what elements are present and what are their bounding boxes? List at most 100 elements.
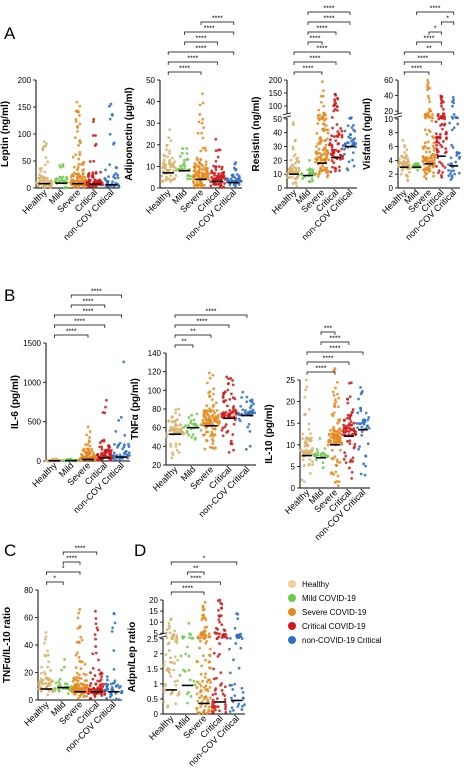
data-point — [97, 658, 100, 662]
data-point — [237, 702, 241, 706]
data-point — [334, 167, 338, 171]
data-point — [363, 418, 367, 422]
data-point — [160, 180, 163, 183]
data-point — [333, 430, 337, 434]
data-point — [232, 166, 236, 170]
significance-label: **** — [196, 46, 207, 53]
data-point — [79, 677, 83, 680]
data-point — [231, 433, 235, 436]
data-point — [188, 632, 191, 636]
significance-bracket — [170, 561, 238, 565]
y-tick-label: 50 — [146, 76, 155, 85]
data-point — [330, 448, 334, 452]
data-point — [192, 177, 196, 181]
axis-break — [159, 633, 167, 638]
data-point — [179, 654, 183, 658]
data-point — [432, 174, 435, 178]
data-point — [404, 154, 408, 158]
data-point — [78, 626, 82, 629]
data-point — [321, 128, 325, 132]
data-point — [200, 184, 204, 188]
data-point — [350, 477, 354, 480]
data-point — [187, 690, 191, 694]
data-point — [215, 637, 219, 641]
y-axis-label: Resistin (ng/ml) — [251, 96, 262, 171]
data-point — [314, 157, 318, 161]
data-point — [339, 432, 343, 436]
data-point — [46, 160, 50, 164]
data-point — [361, 421, 365, 424]
data-point — [199, 684, 203, 688]
data-point — [197, 120, 201, 124]
data-point — [454, 160, 458, 164]
data-point — [214, 137, 218, 141]
data-point — [447, 163, 450, 167]
data-point — [209, 184, 213, 188]
significance-bracket — [416, 41, 442, 45]
data-point — [164, 683, 168, 687]
data-point — [349, 116, 353, 120]
data-point — [346, 439, 349, 443]
data-point — [434, 132, 438, 136]
data-point — [200, 131, 204, 135]
data-point — [187, 433, 191, 437]
significance-label: **** — [424, 36, 435, 43]
data-point — [168, 660, 172, 664]
data-point — [325, 137, 329, 141]
significance-label: **** — [330, 336, 341, 343]
y-tick-label: 0 — [278, 184, 283, 193]
data-point — [248, 429, 252, 433]
data-point — [212, 677, 216, 681]
data-point — [340, 154, 344, 158]
data-point — [203, 616, 207, 620]
data-point — [210, 446, 214, 450]
data-point — [195, 412, 199, 416]
data-point — [50, 181, 53, 185]
data-point — [303, 444, 307, 448]
data-point — [41, 146, 45, 149]
data-point — [88, 180, 92, 184]
data-point — [169, 445, 173, 448]
data-point — [167, 169, 170, 173]
data-point — [398, 157, 401, 161]
data-point — [350, 411, 354, 415]
data-point — [349, 381, 353, 385]
data-point — [170, 456, 174, 460]
data-point — [229, 392, 233, 396]
data-point — [43, 163, 47, 167]
data-point — [193, 683, 197, 687]
data-point — [334, 386, 337, 390]
data-point — [330, 159, 334, 162]
data-point — [335, 123, 339, 126]
data-point — [328, 138, 332, 142]
data-point — [203, 600, 207, 604]
significance-bracket — [54, 314, 122, 318]
data-point — [106, 181, 110, 185]
data-point — [230, 442, 234, 446]
data-point — [349, 133, 352, 136]
data-point — [432, 148, 436, 152]
data-point — [119, 415, 123, 419]
data-point — [78, 686, 82, 690]
data-point — [187, 416, 191, 419]
data-point — [170, 691, 174, 695]
data-point — [213, 416, 217, 420]
data-point — [194, 183, 197, 187]
data-point — [112, 454, 116, 458]
data-point — [206, 689, 210, 693]
data-point — [359, 472, 363, 476]
data-point — [162, 153, 166, 157]
data-point — [199, 158, 203, 161]
data-point — [128, 454, 131, 457]
data-point — [344, 424, 348, 428]
data-point — [301, 177, 305, 180]
significance-bracket — [403, 51, 455, 55]
y-tick-label: 100 — [18, 130, 32, 139]
data-point — [288, 167, 292, 170]
data-point — [174, 411, 178, 415]
data-point — [113, 621, 117, 625]
significance-bracket — [62, 551, 98, 555]
data-point — [178, 413, 182, 417]
data-point — [195, 680, 199, 684]
data-point — [339, 127, 343, 130]
